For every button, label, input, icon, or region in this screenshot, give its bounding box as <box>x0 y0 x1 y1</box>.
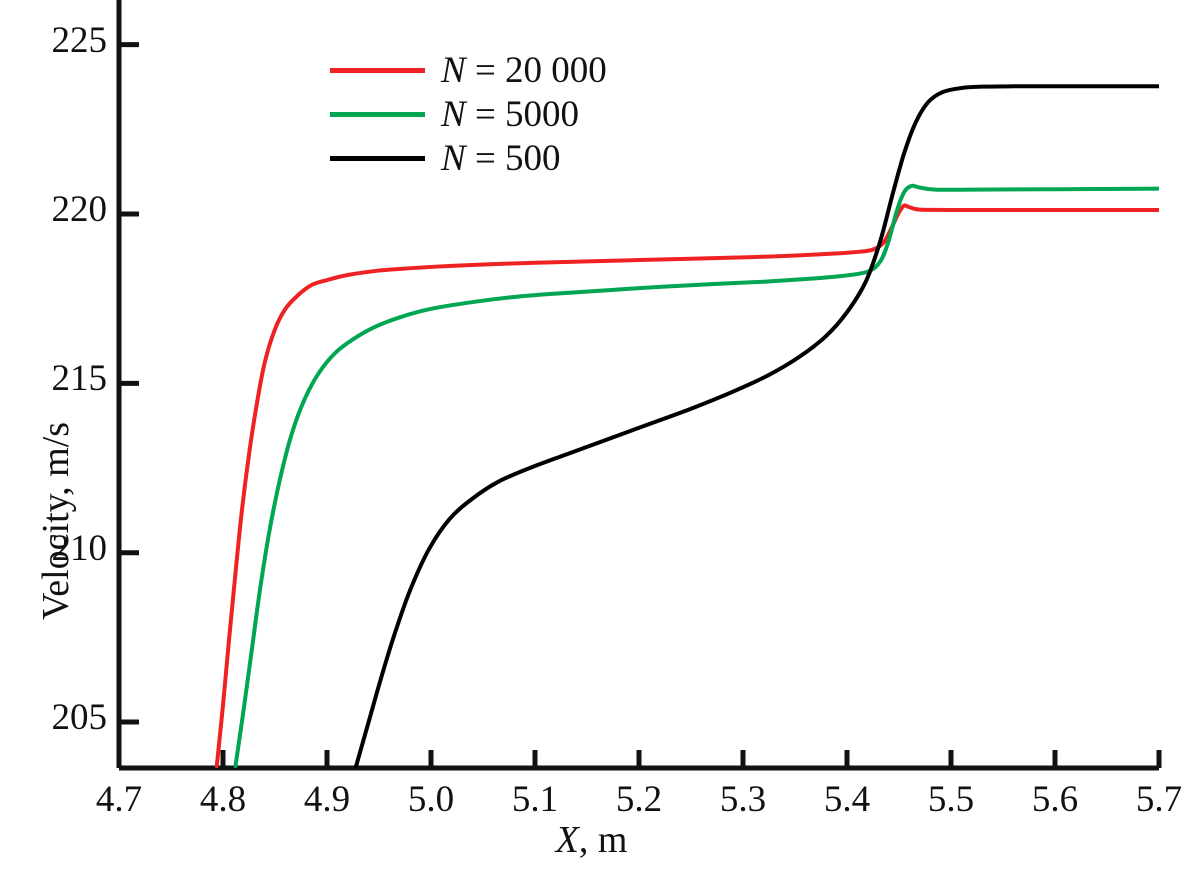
y-tick-label: 210 <box>51 527 108 569</box>
x-axis-title: X, m <box>0 818 1183 862</box>
legend-color-swatch <box>330 155 425 161</box>
y-tick-label: 215 <box>51 358 108 400</box>
x-tick-label: 5.2 <box>615 779 663 820</box>
x-axis-title-symbol: X <box>555 819 579 861</box>
chart-legend: N = 20 000 N = 5000 N = 500 <box>330 48 607 180</box>
x-axis-ticks <box>116 750 1162 768</box>
y-axis-title: Velocity, m/s <box>35 421 77 620</box>
x-tick-label: 4.9 <box>303 779 351 820</box>
legend-label: N = 500 <box>441 140 561 177</box>
legend-label-value: = 5000 <box>465 93 580 135</box>
legend-label-symbol: N <box>441 49 466 91</box>
legend-item: N = 20 000 <box>330 48 607 92</box>
legend-color-swatch <box>330 67 425 73</box>
legend-label-symbol: N <box>441 137 466 179</box>
legend-color-swatch <box>330 111 425 117</box>
y-tick-label: 220 <box>51 189 108 230</box>
legend-item: N = 500 <box>330 136 607 180</box>
x-tick-label: 5.5 <box>927 779 975 820</box>
x-tick-label: 4.8 <box>199 779 247 820</box>
y-tick-label: 225 <box>51 19 108 61</box>
legend-item: N = 5000 <box>330 92 607 136</box>
x-tick-label: 5.4 <box>823 779 871 820</box>
series-line <box>214 203 1159 769</box>
x-tick-label: 5.1 <box>511 779 559 820</box>
legend-label-symbol: N <box>441 93 466 135</box>
data-series-group <box>214 84 1159 769</box>
x-tick-label: 5.0 <box>407 779 455 820</box>
legend-label: N = 20 000 <box>441 52 607 89</box>
x-tick-label: 5.6 <box>1031 779 1079 820</box>
y-tick-label: 205 <box>51 697 108 739</box>
legend-label-value: = 20 000 <box>465 49 607 91</box>
legend-label-value: = 500 <box>465 137 561 179</box>
series-line <box>233 183 1159 769</box>
x-axis-title-unit: , m <box>578 819 628 861</box>
x-tick-label: 4.7 <box>95 779 143 820</box>
series-line <box>354 84 1159 769</box>
x-tick-label: 5.7 <box>1135 779 1183 820</box>
x-tick-label: 5.3 <box>719 779 767 820</box>
axis-lines <box>116 0 1159 771</box>
y-axis-ticks <box>119 42 139 725</box>
legend-label: N = 5000 <box>441 96 579 133</box>
